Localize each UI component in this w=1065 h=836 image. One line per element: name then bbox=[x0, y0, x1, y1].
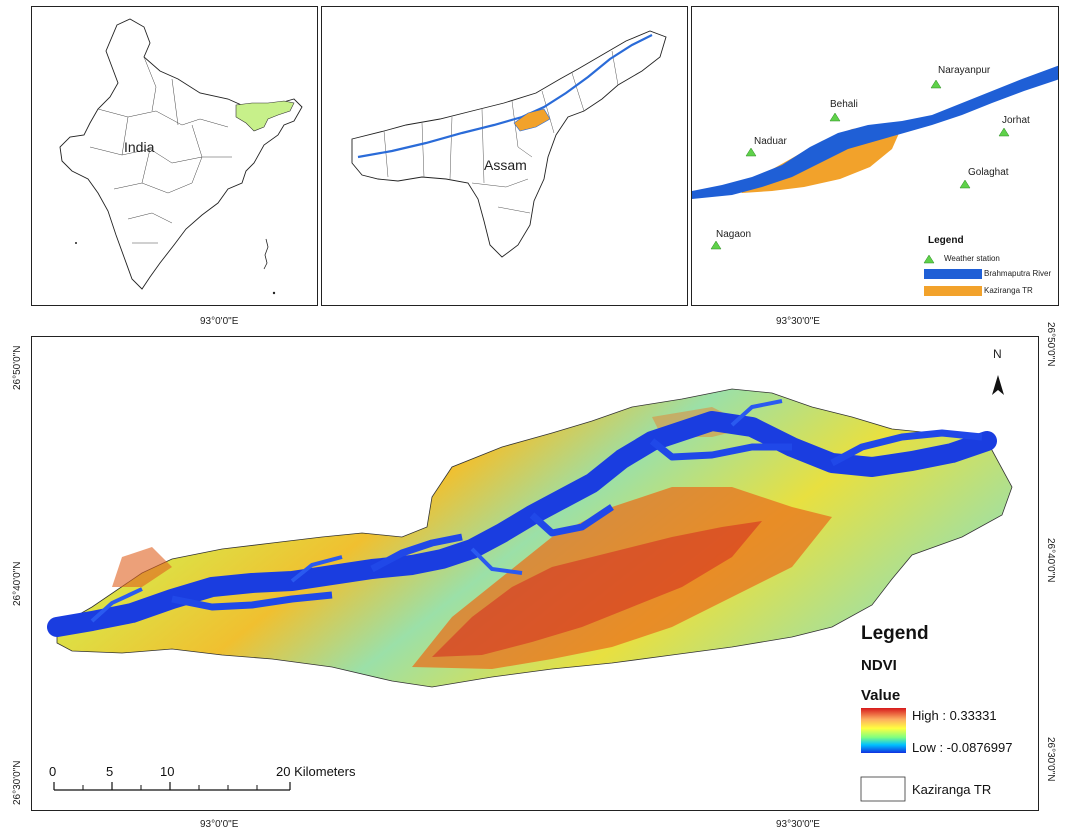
legend-river-label: Brahmaputra River bbox=[984, 269, 1052, 278]
assam-inset-map: Assam bbox=[321, 6, 688, 306]
station-marker bbox=[745, 147, 757, 157]
scale-tick-0: 0 bbox=[49, 764, 57, 779]
lon-label-top: 93°30'0"E bbox=[776, 316, 820, 327]
station-marker bbox=[930, 79, 942, 89]
scale-tick-20-km: 20 Kilometers bbox=[276, 764, 356, 779]
main-legend-layer: NDVI bbox=[861, 657, 897, 674]
legend-river-swatch bbox=[924, 269, 982, 279]
lat-label-right: 26°40'0"N bbox=[1045, 538, 1056, 583]
lon-label-bottom: 93°0'0"E bbox=[200, 819, 239, 830]
legend-reserve-swatch bbox=[924, 286, 982, 296]
station-label-behali: Behali bbox=[830, 99, 858, 110]
boundary-swatch bbox=[860, 776, 906, 802]
lat-label-right: 26°30'0"N bbox=[1045, 737, 1056, 782]
lon-label-bottom: 93°30'0"E bbox=[776, 819, 820, 830]
scale-tick-5: 5 bbox=[106, 764, 114, 779]
main-legend-value-label: Value bbox=[861, 687, 901, 704]
legend-station-label: Weather station bbox=[944, 254, 1000, 263]
ndvi-map: N Legend NDVI Value High : 0.33331 Low :… bbox=[31, 336, 1039, 811]
kaziranga-inset-map: Narayanpur Behali Naduar Jorhat Golaghat… bbox=[691, 6, 1059, 306]
station-marker bbox=[829, 112, 841, 122]
assam-label: Assam bbox=[484, 157, 527, 173]
kaziranga-highlight bbox=[513, 108, 551, 132]
ndvi-color-ramp bbox=[861, 708, 906, 753]
inset-legend-title: Legend bbox=[928, 235, 964, 246]
legend-reserve-label: Kaziranga TR bbox=[984, 286, 1033, 295]
ndvi-map-svg bbox=[47, 375, 1013, 802]
main-legend-title: Legend bbox=[861, 623, 929, 644]
peak-ndvi-zone bbox=[432, 521, 762, 657]
scale-tick-10: 10 bbox=[160, 764, 175, 779]
station-marker bbox=[959, 179, 971, 189]
station-label-narayanpur: Narayanpur bbox=[938, 65, 991, 76]
north-arrow-label: N bbox=[993, 347, 1002, 361]
station-label-naduar: Naduar bbox=[754, 136, 787, 147]
india-outline bbox=[59, 18, 303, 295]
legend-station-swatch bbox=[923, 254, 935, 264]
ndvi-high-label: High : 0.33331 bbox=[912, 708, 997, 723]
kaziranga-detail-svg bbox=[692, 65, 1058, 296]
north-arrow-icon bbox=[992, 375, 1004, 395]
lon-label-top: 93°0'0"E bbox=[200, 316, 239, 327]
boundary-label: Kaziranga TR bbox=[912, 782, 992, 797]
india-label: India bbox=[124, 139, 155, 155]
station-label-jorhat: Jorhat bbox=[1002, 115, 1030, 126]
brahmaputra-river bbox=[692, 65, 1058, 199]
station-label-golaghat: Golaghat bbox=[968, 167, 1009, 178]
lat-label-left: 26°50'0"N bbox=[12, 345, 23, 391]
lat-label-left: 26°40'0"N bbox=[12, 561, 23, 607]
station-marker bbox=[710, 240, 722, 250]
braided-channels bbox=[171, 429, 983, 611]
assam-highlight bbox=[235, 100, 295, 132]
lat-label-left: 26°30'0"N bbox=[12, 760, 23, 806]
high-ndvi-patch bbox=[112, 547, 172, 587]
lat-label-right: 26°50'0"N bbox=[1045, 322, 1056, 367]
station-label-nagaon: Nagaon bbox=[716, 229, 752, 240]
station-marker bbox=[998, 127, 1010, 137]
ndvi-low-label: Low : -0.0876997 bbox=[912, 740, 1013, 755]
india-inset-map: India bbox=[31, 6, 318, 306]
braided-channels bbox=[90, 399, 783, 623]
assam-outline bbox=[351, 30, 667, 258]
